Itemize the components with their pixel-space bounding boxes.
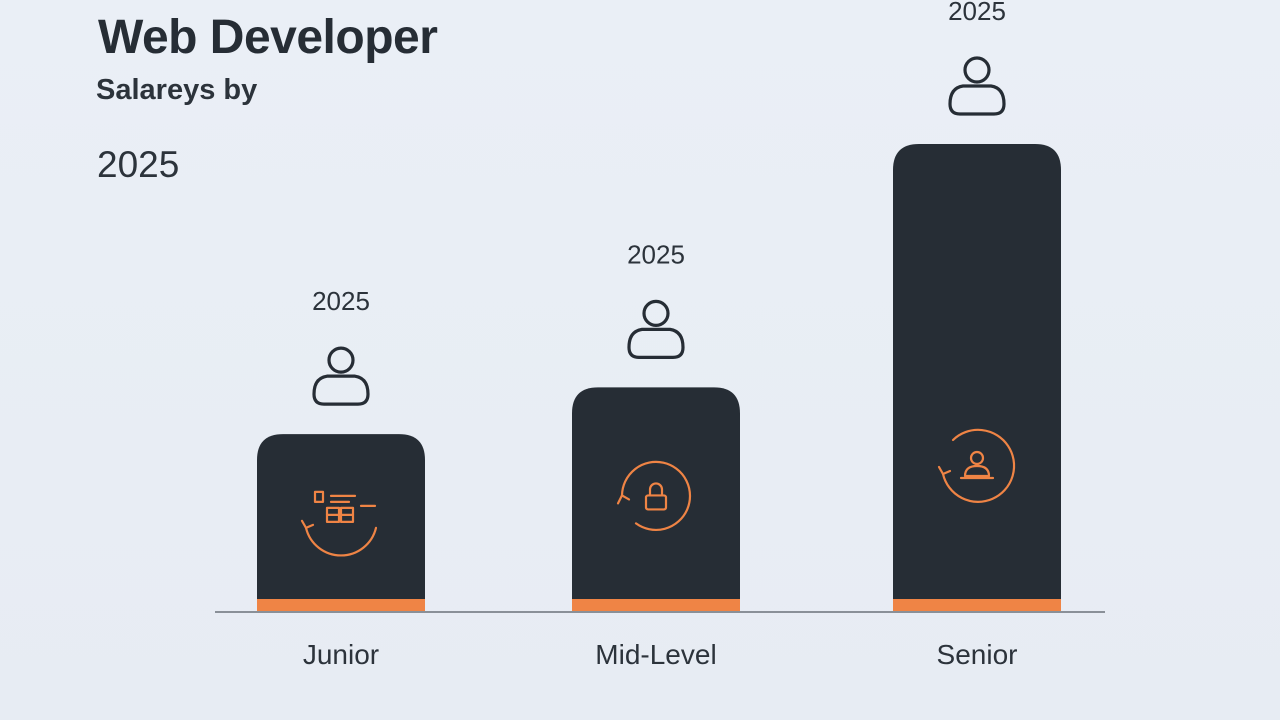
person-cycle-icon <box>937 428 1016 503</box>
person-icon <box>948 56 1006 116</box>
data-label: 2025 <box>312 286 370 316</box>
chart-title: Web Developer <box>98 11 438 64</box>
x-tick-label: Junior <box>303 639 379 670</box>
bar-accent-strip <box>257 599 425 612</box>
bar-junior <box>257 434 425 612</box>
data-label: 2025 <box>627 239 685 269</box>
data-label: 2025 <box>948 0 1006 26</box>
x-tick-label: Mid-Level <box>595 639 716 670</box>
bar-mid-level <box>572 387 740 612</box>
bar-accent-strip <box>893 599 1061 612</box>
person-icon <box>312 346 370 406</box>
money-cycle-icon <box>300 490 378 557</box>
bar-senior <box>893 144 1061 612</box>
bar-accent-strip <box>572 599 740 612</box>
x-tick-label: Senior <box>937 639 1018 670</box>
chart-subtitle: Salareys by <box>96 74 258 106</box>
person-icon <box>627 299 685 359</box>
lock-cycle-icon <box>616 460 692 531</box>
chart-year: 2025 <box>97 144 180 185</box>
